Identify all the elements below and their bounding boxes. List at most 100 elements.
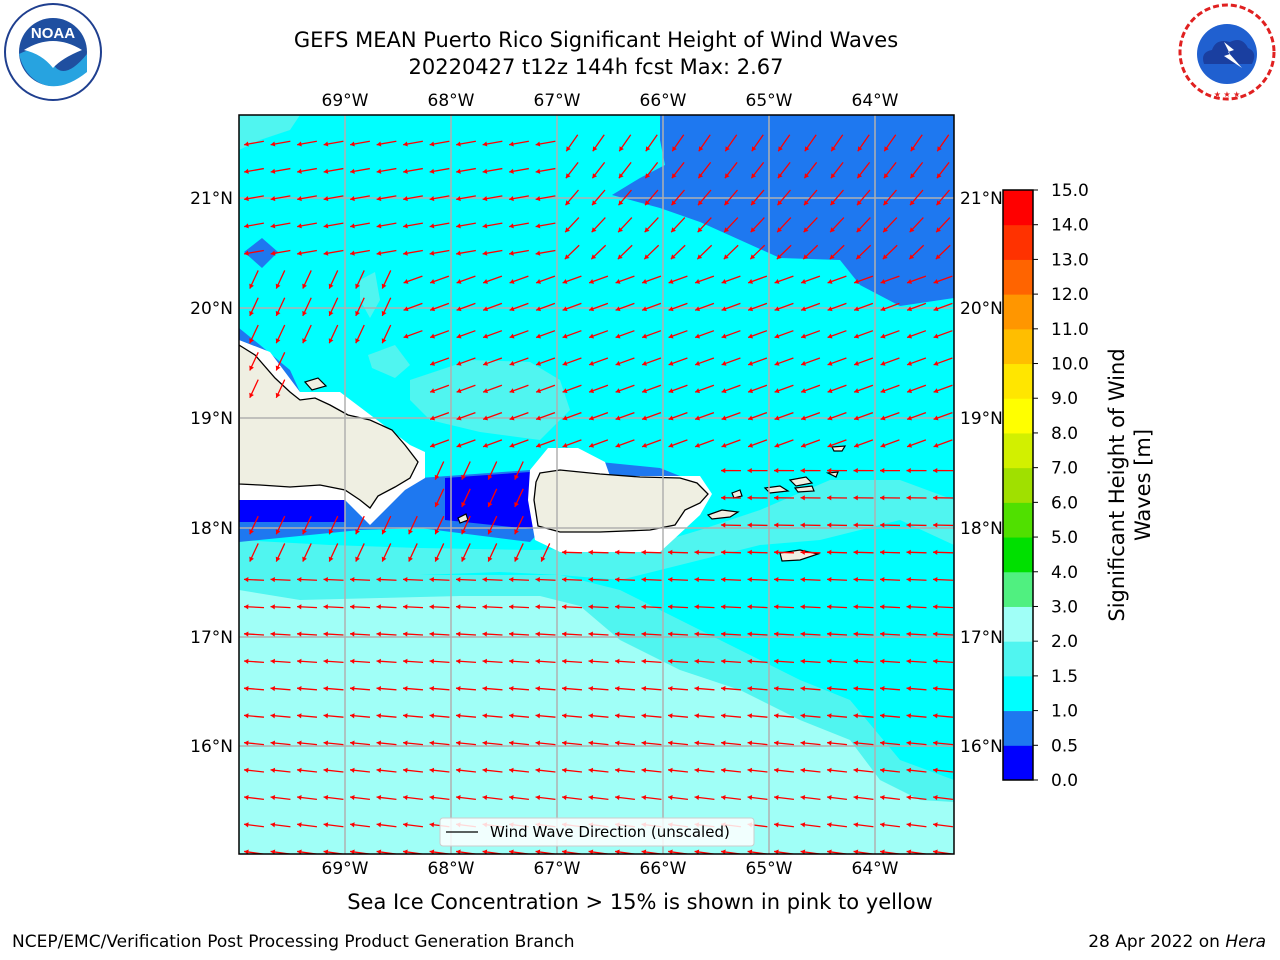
colorbar-label-line2: Waves [m] [1131,429,1155,541]
colorbar-tick-label: 0.0 [1051,771,1078,791]
wind-wave-arrow [243,576,265,583]
wind-wave-arrow [561,740,583,746]
svg-text:NOAA: NOAA [31,25,75,42]
wind-wave-arrow [355,515,365,535]
wind-wave-arrow [856,161,871,179]
wind-wave-arrow [800,439,821,448]
colorbar: 0.0 0.5 1.0 1.5 2.0 3.0 4.0 5.0 6.0 7.0 8.0 9.0 10.0… [1002,181,1089,791]
lat-label-left: 21°N [190,189,233,209]
wind-wave-arrow [933,411,953,421]
wind-wave-arrow [909,217,924,233]
wind-wave-arrow [349,767,371,773]
wind-wave-arrow [826,794,848,801]
wind-wave-arrow [402,576,424,583]
wind-wave-arrow [381,515,392,535]
wind-wave-arrow [270,822,291,828]
wave-height-band-0-0 [445,472,540,530]
noaa-logo: NOAA [4,3,102,101]
wind-wave-arrow [641,302,662,312]
wind-wave-arrow [509,439,529,448]
wind-wave-arrow [296,794,318,801]
wave-height-band-1-5 [239,480,954,580]
wind-wave-arrow [826,495,848,501]
wind-wave-arrow [883,161,897,179]
wind-wave-arrow [747,713,768,719]
wind-wave-arrow [803,161,818,179]
wind-wave-arrow [697,189,712,206]
wind-wave-arrow [350,167,370,174]
wind-wave-arrow [270,576,291,583]
wind-wave-arrow [456,302,476,312]
wind-wave-arrow [774,275,794,284]
wind-wave-arrow [694,604,715,610]
wind-wave-arrow [591,161,606,179]
wind-wave-arrow [429,576,450,583]
wind-wave-arrow [932,495,954,501]
wind-wave-arrow [882,217,898,233]
wind-wave-arrow [461,515,471,535]
wind-wave-arrow [880,330,900,339]
wind-wave-arrow [933,302,953,312]
wind-wave-arrow [482,249,503,256]
wind-wave-arrow [935,217,951,233]
wind-wave-arrow [777,189,791,206]
wind-wave-arrow [800,685,821,692]
wind-wave-arrow [615,357,635,366]
wind-wave-arrow [747,411,768,421]
wind-wave-arrow [667,549,689,555]
wind-wave-arrow [883,189,897,206]
wind-wave-arrow [826,549,848,555]
wind-wave-arrow [249,515,259,535]
wind-wave-arrow [244,195,264,202]
colorbar-segment [1003,363,1033,399]
wind-wave-arrow [270,195,291,202]
wind-wave-arrow [933,357,953,366]
wind-wave-arrow [514,515,524,535]
wind-wave-arrow [932,794,954,801]
wind-wave-arrow [561,576,583,583]
wind-wave-arrow [880,411,900,421]
wind-wave-arrow [402,740,424,746]
wind-wave-arrow [249,270,259,289]
wind-wave-arrow [804,134,817,152]
wind-wave-arrow [614,604,636,610]
wind-wave-arrow [826,822,848,828]
wind-wave-arrow [270,631,291,637]
wind-wave-arrow [857,134,870,152]
wind-wave-arrow [932,522,954,528]
wind-wave-arrow [906,767,927,773]
wind-wave-arrow [641,685,662,692]
wind-wave-arrow [482,713,503,719]
wind-wave-arrow [694,357,715,366]
colorbar-segment [1003,710,1033,746]
wind-wave-arrow [932,468,954,474]
wind-wave-arrow [879,740,901,746]
wind-wave-arrow [243,685,265,692]
wind-wave-arrow [800,468,821,474]
wind-wave-arrow [614,631,636,637]
wind-wave-arrow [932,767,954,773]
wind-wave-arrow [249,379,259,399]
wind-wave-arrow [773,604,795,610]
wind-wave-arrow [509,302,529,312]
wind-wave-arrow [355,297,365,317]
wind-wave-arrow [456,439,476,448]
wind-wave-arrow [750,189,765,206]
wind-wave-arrow [270,685,291,692]
wind-wave-arrow [302,324,312,344]
wind-wave-arrow [697,217,712,233]
chart-subtitle: 20220427 t12z 144h fcst Max: 2.67 [408,55,784,79]
wind-wave-arrow [376,794,397,801]
wind-wave-arrow [720,685,742,692]
wind-wave-arrow [509,411,529,421]
wind-wave-arrow [455,794,477,801]
island [788,476,814,487]
wind-wave-arrow [408,543,418,562]
wind-wave-arrow [829,217,845,233]
wind-wave-arrow [747,740,768,746]
wind-wave-arrow [800,604,821,610]
wind-wave-arrow [297,195,317,202]
wind-wave-arrow [906,302,927,312]
colorbar-segment [1003,328,1033,365]
wind-wave-arrow [429,195,450,202]
